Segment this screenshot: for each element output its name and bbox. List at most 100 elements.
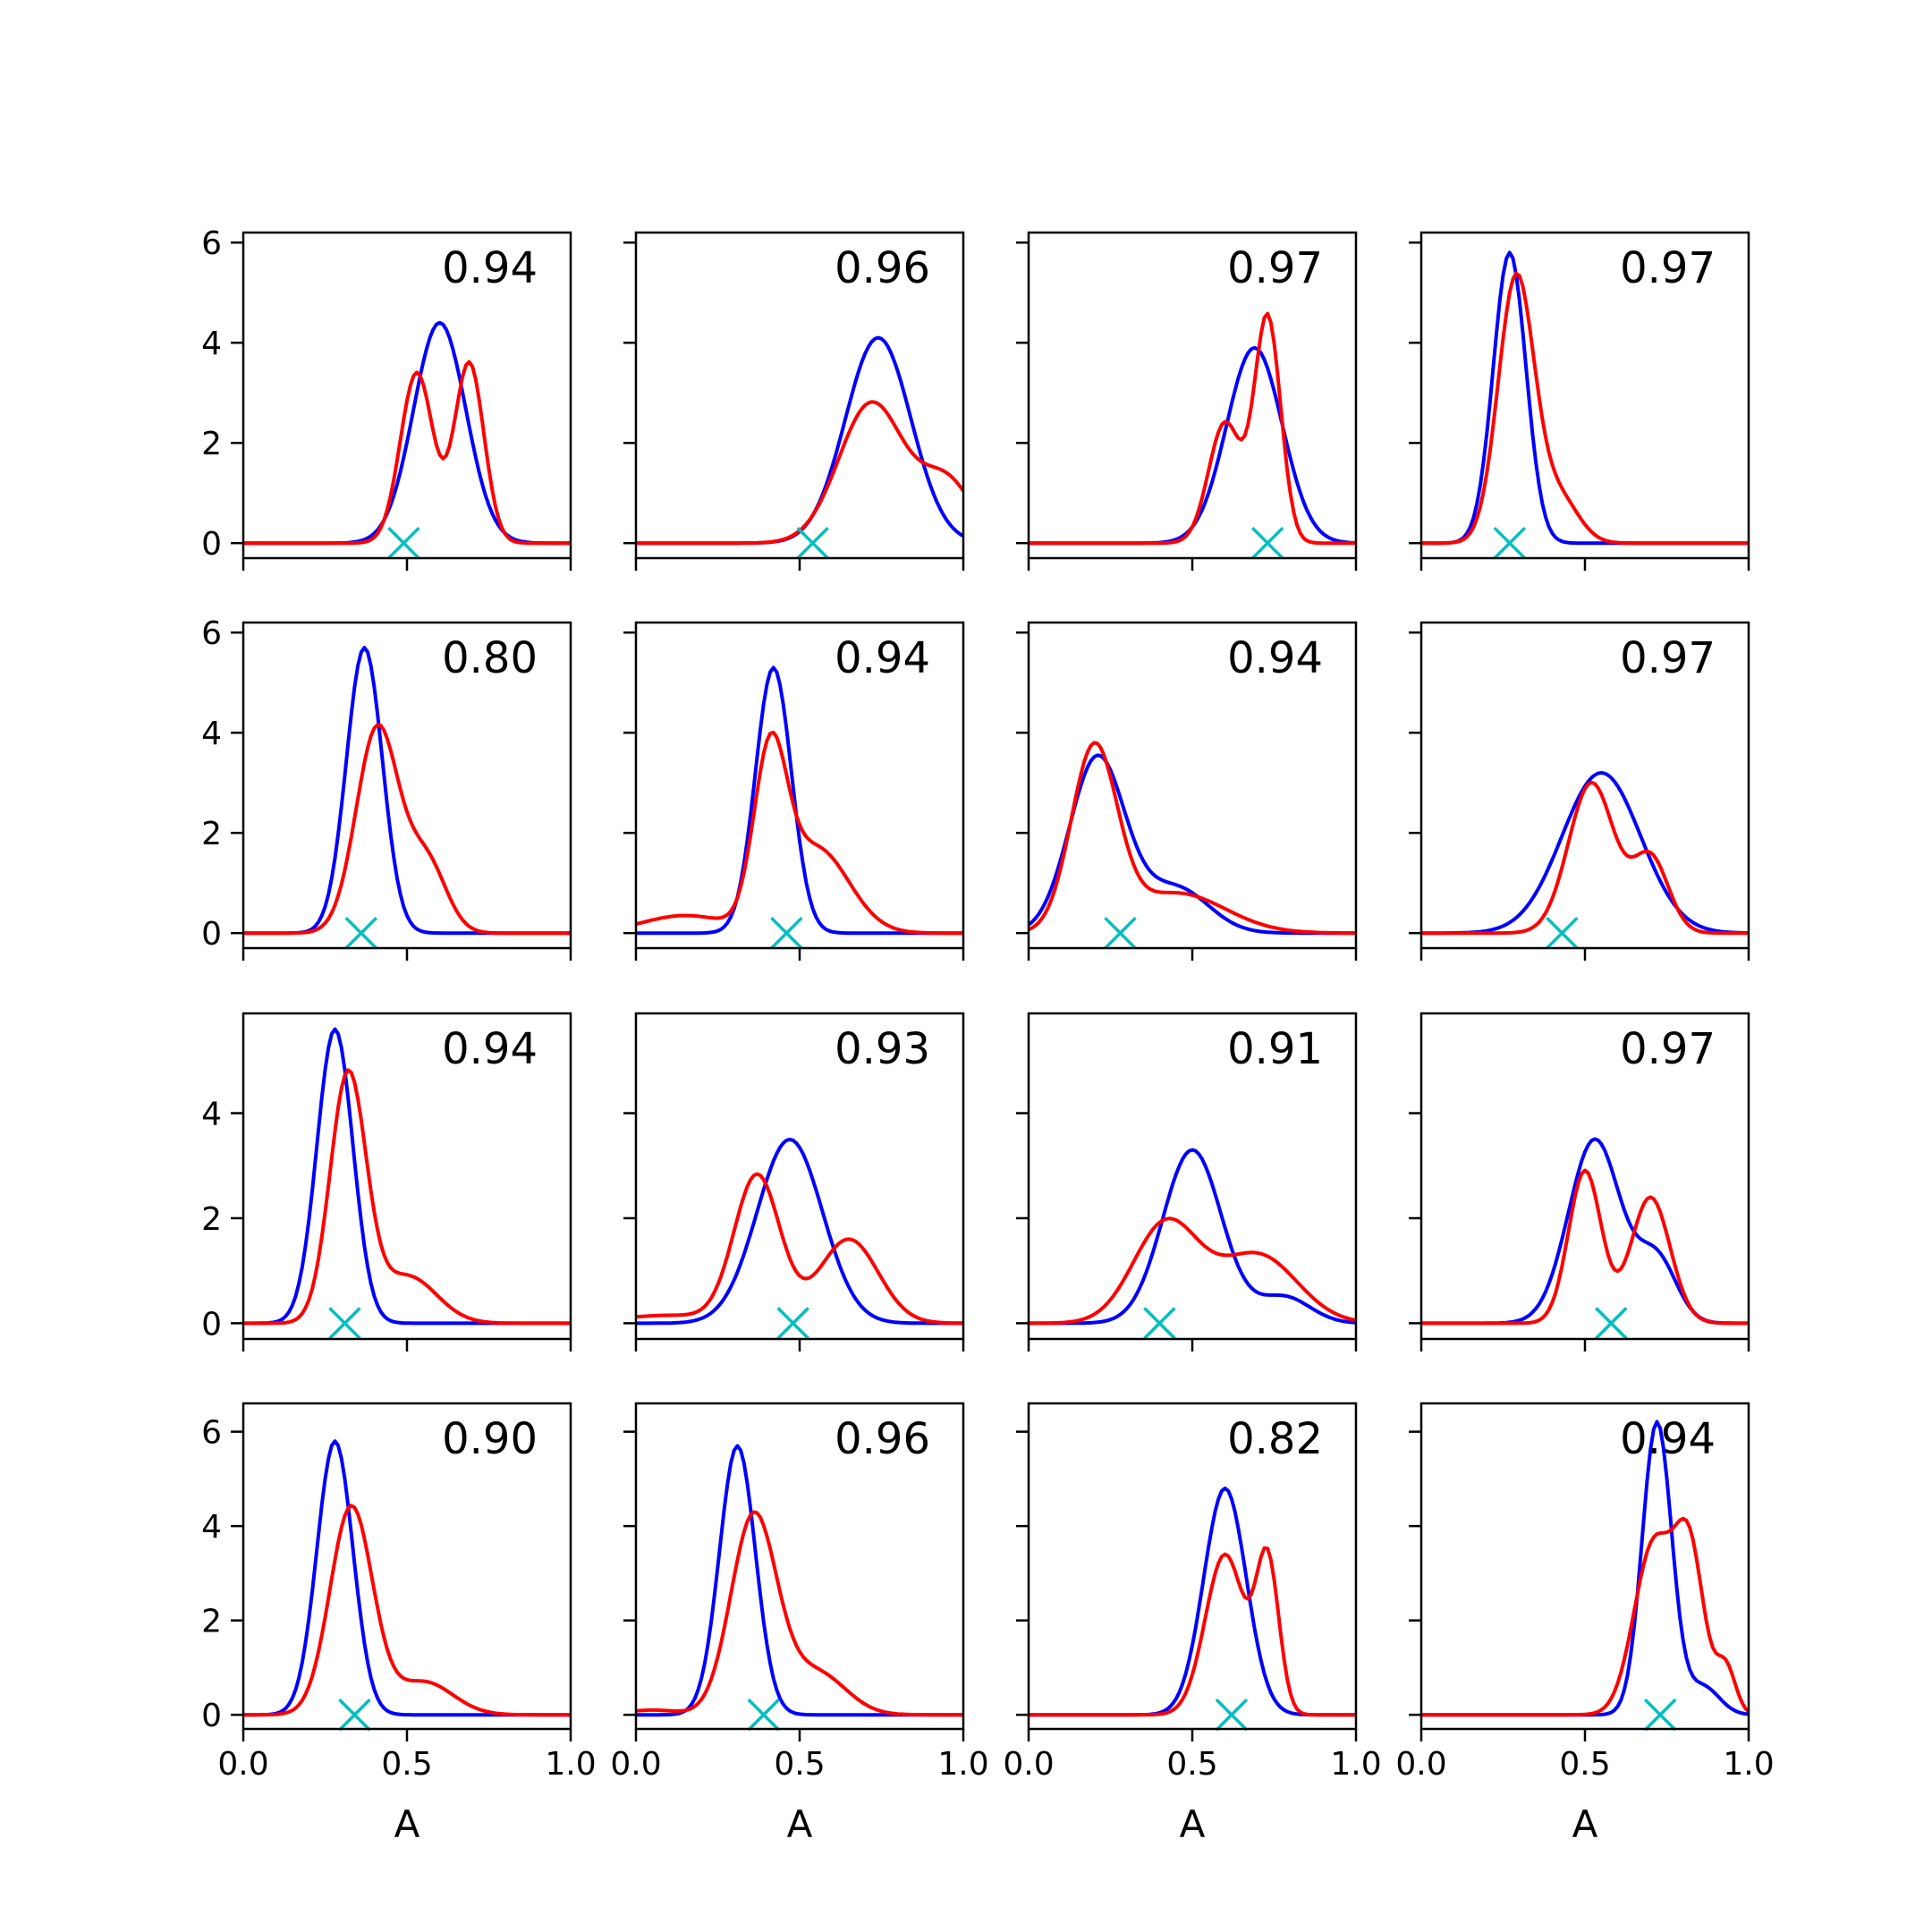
x-tick-label: 0.0 [610,1746,661,1783]
cross-marker [747,1698,780,1732]
y-tick-label: 2 [201,1201,222,1238]
y-tick-label: 2 [201,1604,222,1640]
density-curve-red [1421,1516,1749,1717]
cross-marker [1546,916,1579,950]
cross-marker [770,916,803,950]
density-curve-blue [243,320,571,546]
x-axis-label: A [1180,1802,1206,1846]
score-label: 0.96 [835,1414,930,1464]
cross-marker [338,1698,371,1732]
cross-marker [1643,1698,1677,1732]
score-label: 0.94 [442,243,538,293]
y-tick-label: 6 [201,615,222,652]
cross-marker [1104,916,1137,950]
score-label: 0.97 [1620,243,1716,293]
score-label: 0.80 [442,633,538,683]
subplot-16: 0.0 0.5 1.0 A 0.94 [1395,1402,1775,1846]
y-tick-label: 0 [201,1698,222,1734]
score-label: 0.94 [1227,633,1323,683]
cross-marker [1493,526,1527,560]
x-tick-label: 1.0 [937,1746,988,1783]
subplot-5: 0 2 4 6 0.80 [201,615,572,961]
density-curve-red [243,360,571,546]
subplot-4: 0.97 [1409,231,1750,571]
cross-marker [344,916,377,950]
density-curve-blue [1421,771,1749,936]
x-tick-label: 0.5 [1166,1746,1217,1783]
density-curve-red [1421,1168,1749,1326]
density-curve-red [1029,311,1356,546]
density-curve-red [1029,1216,1356,1326]
subplot-14: 0.0 0.5 1.0 A 0.96 [610,1402,989,1846]
y-tick-label: 6 [201,1415,222,1452]
cross-marker [1595,1307,1628,1340]
x-tick-label: 0.5 [774,1746,825,1783]
cross-marker [1250,526,1284,560]
x-tick-label: 0.0 [1003,1746,1054,1783]
y-tick-label: 4 [201,1097,222,1133]
density-curve-red [243,723,571,936]
score-label: 0.97 [1620,633,1716,683]
cross-marker [796,526,829,560]
cross-marker [1215,1698,1249,1732]
subplot-1: 0 2 4 6 0.94 [201,225,572,571]
density-curve-blue [243,1439,571,1717]
density-curve-red [1421,271,1749,546]
cross-marker [1143,1307,1176,1340]
subplot-13: 0.0 0.5 1.0 A 0 2 4 6 0.90 [201,1402,597,1846]
score-label: 0.91 [1227,1024,1323,1074]
score-label: 0.94 [1620,1414,1716,1464]
y-tick-label: 0 [201,916,222,953]
cross-marker [387,526,420,560]
subplot-12: 0.97 [1409,1012,1750,1352]
y-tick-label: 4 [201,1509,222,1546]
density-curve-blue [1421,250,1749,546]
x-tick-label: 1.0 [1330,1746,1381,1783]
x-tick-label: 0.5 [381,1746,432,1783]
density-curve-red [636,1510,963,1717]
density-curve-red [1421,780,1749,936]
subplot-7: 0.94 [1016,621,1358,961]
score-label: 0.97 [1227,243,1323,293]
score-label: 0.94 [442,1024,538,1074]
density-curve-blue [1029,345,1356,546]
subplot-11: 0.91 [1016,1012,1358,1352]
score-label: 0.93 [835,1024,930,1074]
subplot-8: 0.97 [1409,621,1750,961]
cross-marker [776,1307,809,1340]
density-curve-red [636,400,963,546]
density-curve-blue [1029,1487,1356,1717]
subplot-15: 0.0 0.5 1.0 A 0.82 [1003,1402,1382,1846]
density-curve-blue [636,665,963,936]
x-tick-label: 0.0 [217,1746,268,1783]
score-label: 0.82 [1227,1414,1323,1464]
subplot-6: 0.94 [623,621,965,961]
y-tick-label: 0 [201,526,222,563]
density-curve-blue [636,335,963,546]
x-tick-label: 1.0 [545,1746,596,1783]
cross-marker [328,1307,361,1340]
x-tick-label: 0.5 [1559,1746,1610,1783]
subplot-2: 0.96 [623,231,965,571]
density-curve-blue [636,1137,963,1326]
subplot-10: 0.93 [623,1012,965,1352]
y-tick-label: 4 [201,716,222,752]
x-tick-label: 0.0 [1395,1746,1446,1783]
density-curve-red [243,1504,571,1717]
score-label: 0.90 [442,1414,538,1464]
density-curve-blue [243,646,571,936]
density-curve-blue [1421,1137,1749,1326]
y-tick-label: 2 [201,816,222,852]
y-tick-label: 0 [201,1306,222,1343]
density-curve-red [636,730,963,936]
score-label: 0.96 [835,243,930,293]
density-curve-blue [1029,1148,1356,1326]
density-curve-red [1029,1546,1356,1717]
y-tick-label: 2 [201,426,222,462]
score-label: 0.97 [1620,1024,1716,1074]
subplot-9: 0 2 4 0.94 [201,1012,572,1352]
subplot-3: 0.97 [1016,231,1358,571]
x-tick-label: 1.0 [1723,1746,1774,1783]
x-axis-label: A [1572,1802,1598,1846]
